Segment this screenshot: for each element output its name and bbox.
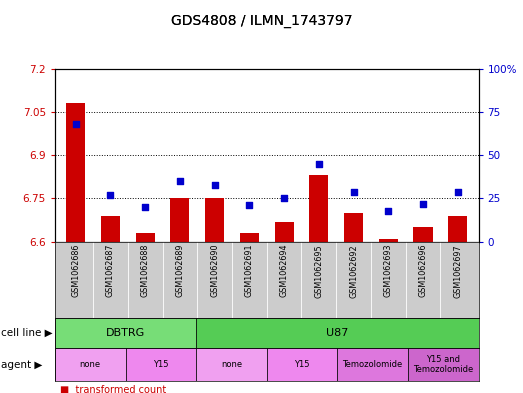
Text: cell line ▶: cell line ▶: [1, 328, 53, 338]
Text: GSM1062691: GSM1062691: [245, 244, 254, 298]
Text: none: none: [79, 360, 101, 369]
Text: GSM1062696: GSM1062696: [418, 244, 427, 298]
Bar: [135, 233, 155, 242]
Point: [315, 161, 323, 167]
Bar: [196, 348, 267, 381]
Point: [72, 121, 80, 127]
Text: GDS4808 / ILMN_1743797: GDS4808 / ILMN_1743797: [170, 14, 353, 28]
Point: [106, 192, 115, 198]
Bar: [408, 348, 479, 381]
Bar: [275, 222, 293, 242]
Text: Temozolomide: Temozolomide: [343, 360, 403, 369]
Bar: [66, 103, 85, 242]
Text: GSM1062692: GSM1062692: [349, 244, 358, 298]
Text: Y15 and
Temozolomide: Y15 and Temozolomide: [413, 355, 473, 374]
Bar: [344, 213, 363, 242]
Point: [176, 178, 184, 184]
Point: [384, 208, 392, 214]
Bar: [379, 239, 398, 242]
Text: agent ▶: agent ▶: [1, 360, 42, 369]
Bar: [55, 348, 126, 381]
Text: Y15: Y15: [294, 360, 310, 369]
Bar: [126, 348, 196, 381]
Text: GSM1062697: GSM1062697: [453, 244, 462, 298]
Bar: [240, 233, 259, 242]
Bar: [170, 198, 189, 242]
Text: GSM1062690: GSM1062690: [210, 244, 219, 298]
Text: GSM1062688: GSM1062688: [141, 244, 150, 298]
Text: GSM1062689: GSM1062689: [175, 244, 185, 298]
Bar: [309, 175, 328, 242]
Bar: [196, 318, 479, 348]
Text: GSM1062687: GSM1062687: [106, 244, 115, 298]
Point: [419, 200, 427, 207]
Text: ■  transformed count: ■ transformed count: [60, 385, 166, 393]
Point: [141, 204, 150, 210]
Text: GSM1062695: GSM1062695: [314, 244, 323, 298]
Text: GDS4808 / ILMN_1743797: GDS4808 / ILMN_1743797: [170, 14, 353, 28]
Text: GSM1062686: GSM1062686: [71, 244, 80, 298]
Bar: [205, 198, 224, 242]
Point: [349, 188, 358, 195]
Bar: [337, 348, 408, 381]
Text: U87: U87: [326, 328, 348, 338]
Bar: [414, 227, 433, 242]
Bar: [55, 318, 196, 348]
Text: GSM1062694: GSM1062694: [280, 244, 289, 298]
Point: [245, 202, 254, 209]
Text: Y15: Y15: [153, 360, 168, 369]
Point: [210, 182, 219, 188]
Bar: [101, 216, 120, 242]
Point: [453, 188, 462, 195]
Bar: [448, 216, 467, 242]
Point: [280, 195, 288, 202]
Text: DBTRG: DBTRG: [106, 328, 145, 338]
Text: GSM1062693: GSM1062693: [384, 244, 393, 298]
Bar: [267, 348, 337, 381]
Text: none: none: [221, 360, 242, 369]
